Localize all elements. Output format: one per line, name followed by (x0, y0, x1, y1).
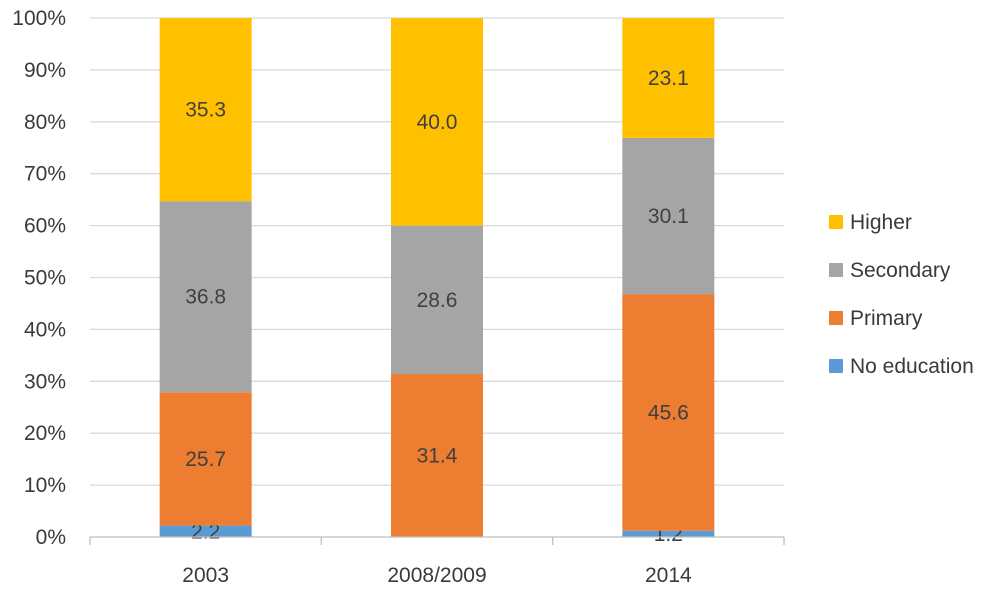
x-tick-label: 2003 (182, 564, 229, 587)
y-tick-label: 30% (24, 370, 66, 393)
bar-segment-secondary (622, 137, 715, 295)
x-tick-label: 2008/2009 (387, 564, 486, 587)
data-label: 35.3 (185, 99, 226, 122)
y-tick-label: 20% (24, 422, 66, 445)
legend-swatch (829, 263, 843, 277)
y-tick-label: 0% (36, 526, 66, 549)
x-axis: 2003 2008/2009 2014 (89, 536, 785, 587)
y-axis: 0% 10% 20% 30% 40% 50% 60% 70% 80% 90% 100% (12, 7, 66, 549)
y-tick-label: 60% (24, 215, 66, 238)
data-label: 45.6 (648, 401, 689, 424)
data-label: 25.7 (185, 448, 226, 471)
bar-segment-no-education (159, 525, 252, 537)
legend-label: Higher (850, 211, 912, 234)
y-tick-label: 70% (24, 163, 66, 186)
bar-segment-higher (622, 18, 715, 138)
y-tick-label: 100% (12, 7, 66, 30)
y-tick-label: 80% (24, 111, 66, 134)
legend-label: Primary (850, 307, 923, 330)
bar-segment-primary (391, 374, 483, 537)
bar-segment-primary (159, 392, 252, 526)
bar-segment-no-education (622, 530, 715, 537)
legend: Higher Secondary Primary No education (829, 211, 974, 378)
bar-segment-higher (391, 18, 483, 226)
data-label: 28.6 (417, 289, 458, 312)
x-tick-label: 2014 (645, 564, 692, 587)
data-label: 40.0 (417, 111, 458, 134)
legend-label: Secondary (850, 259, 951, 282)
y-tick-label: 90% (24, 59, 66, 82)
y-tick-label: 40% (24, 318, 66, 341)
legend-swatch (829, 215, 843, 229)
y-tick-label: 10% (24, 474, 66, 497)
bar-segment-secondary (391, 225, 483, 375)
data-label: 31.4 (417, 445, 458, 468)
data-label: 30.1 (648, 205, 689, 228)
bar-segment-secondary (159, 201, 252, 393)
bars: 2.225.736.835.331.428.640.01.245.630.123… (159, 18, 715, 546)
bar-segment-higher (159, 18, 252, 202)
legend-swatch (829, 359, 843, 373)
legend-label: No education (850, 355, 974, 378)
bar-segment-primary (622, 294, 715, 531)
data-label: 36.8 (185, 286, 226, 309)
data-label: 23.1 (648, 67, 689, 90)
y-tick-label: 50% (24, 267, 66, 290)
legend-swatch (829, 311, 843, 325)
